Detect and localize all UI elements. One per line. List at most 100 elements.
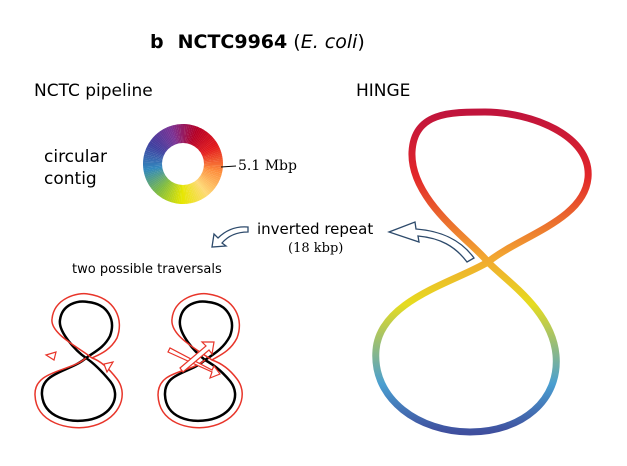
ring-segment (183, 124, 187, 145)
ring-segment (179, 183, 183, 204)
ring-segment (199, 141, 218, 154)
ring-segment (158, 179, 172, 197)
ring-segment (198, 176, 215, 191)
ring-segment (195, 132, 210, 149)
curved-arrow-icon (211, 226, 249, 248)
repeat-size-label: (18 kbp) (288, 241, 344, 256)
ring-segment (192, 129, 205, 148)
ring-segment (165, 181, 176, 201)
ring-segment (202, 153, 223, 160)
ring-segment (202, 157, 223, 162)
ring-segment (202, 166, 223, 172)
genome-size-label: 5.1 Mbp (238, 158, 297, 174)
ring-segment (200, 145, 220, 156)
ring-segment (173, 183, 180, 204)
ring-segment (151, 137, 168, 152)
ring-segment (198, 138, 216, 153)
ring-segment (143, 158, 164, 163)
ring-segment (175, 183, 181, 204)
ring-segment (202, 161, 223, 164)
ring-segment (172, 124, 179, 145)
ring-segment (202, 163, 223, 166)
ring-segment (169, 182, 178, 203)
ring-segment (187, 125, 195, 145)
ring-segment (200, 171, 220, 182)
ring-segment (168, 126, 177, 146)
ring-segment (187, 183, 194, 204)
ring-segment (202, 165, 223, 170)
ring-segment (143, 164, 164, 167)
ring-segment (143, 160, 164, 164)
ring-segment (201, 147, 221, 157)
ring-segment (201, 151, 222, 159)
ring-segment (186, 124, 193, 145)
ring-segment (167, 182, 177, 202)
ring-segment (181, 183, 184, 204)
ring-segment (201, 170, 221, 180)
ring-segment (143, 167, 164, 173)
ring-segment (188, 182, 196, 203)
ring-segment (193, 180, 206, 199)
figure-title: b NCTC9964 (E. coli) (150, 31, 365, 53)
ring-segment (164, 127, 175, 147)
ring-segment (158, 130, 172, 149)
hinge-figure-eight (372, 108, 592, 436)
ring-segment (182, 124, 185, 145)
ring-segment (150, 175, 168, 190)
species-name: E. coli (300, 31, 358, 53)
ring-segment (143, 156, 164, 162)
ring-segment (166, 126, 176, 146)
ring-segment (143, 162, 164, 165)
ring-segment (147, 173, 166, 185)
ring-segment (143, 154, 164, 161)
ring-segment (200, 143, 219, 155)
ring-segment (196, 133, 211, 150)
ring-segment (184, 183, 188, 204)
hinge-heading: HINGE (356, 81, 411, 101)
ring-segment (200, 172, 219, 184)
panel-letter: b (150, 31, 164, 53)
ring-segment (202, 164, 223, 168)
ring-segment (178, 124, 182, 145)
ring-segment (194, 131, 208, 149)
ring-segment (199, 173, 218, 186)
ring-segment (143, 166, 164, 171)
ring-segment (153, 177, 170, 193)
ring-segment (145, 171, 165, 181)
repeat-label: inverted repeat (257, 220, 374, 238)
ring-segment (189, 182, 198, 202)
traversal-label: two possible traversals (72, 262, 222, 277)
ring-segment (190, 127, 201, 147)
ring-segment (150, 139, 168, 153)
contig-label: circular contig (44, 147, 107, 189)
strain-name: NCTC9964 (177, 31, 288, 53)
ring-segment (176, 124, 181, 145)
ring-segment (183, 183, 186, 204)
ring-segment (192, 181, 204, 200)
ring-segment (202, 155, 223, 161)
ring-segment (155, 133, 171, 150)
ring-segment (144, 150, 165, 159)
traversal-diagram-1 (34, 292, 123, 429)
nctc-heading: NCTC pipeline (34, 81, 153, 101)
ring-segment (146, 172, 166, 183)
ring-segment (155, 178, 170, 195)
ring-segment (199, 174, 217, 188)
ring-segment (152, 176, 169, 192)
ring-segment (144, 169, 165, 177)
ring-segment (145, 148, 165, 158)
ring-segment (196, 177, 212, 194)
ring-segment (162, 128, 174, 147)
ring-segment (202, 168, 222, 176)
ring-segment (152, 136, 169, 151)
ring-segment (198, 139, 217, 153)
ring-segment (156, 179, 171, 196)
ring-hole (162, 143, 204, 185)
ring-segment (194, 179, 209, 197)
size-leader-line (220, 165, 237, 168)
ring-segment (201, 149, 221, 158)
ring-segment (143, 165, 164, 169)
ring-segment (177, 183, 182, 204)
ring-segment (188, 125, 197, 146)
